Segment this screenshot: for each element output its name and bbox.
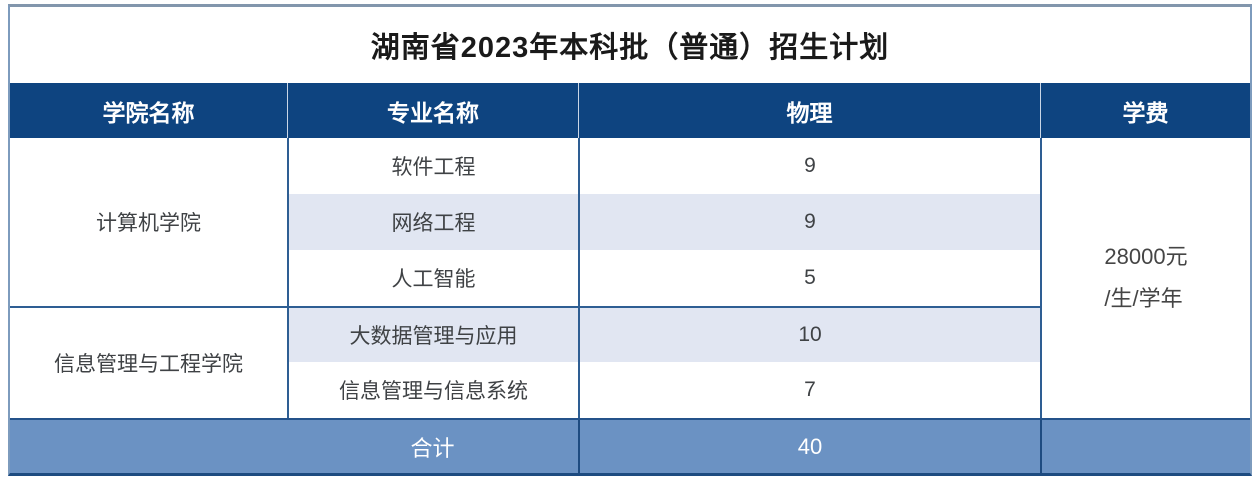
- total-label-cell: 合计: [10, 420, 578, 473]
- college-cell-info-mgmt: 信息管理与工程学院: [10, 306, 287, 418]
- column-header-physics: 物理: [578, 83, 1040, 138]
- tuition-line-2: /生/学年: [1104, 286, 1183, 311]
- physics-count-software-eng: 9: [578, 138, 1040, 194]
- college-cell-computer: 计算机学院: [10, 138, 287, 306]
- tuition-line-1: 28000元: [1104, 244, 1188, 269]
- table-body: 计算机学院 信息管理与工程学院 软件工程 网络工程 人工智能 大数据管理与应用 …: [10, 138, 1250, 418]
- table-header-row: 学院名称 专业名称 物理 学费: [10, 83, 1250, 138]
- major-cell-software-eng: 软件工程: [287, 138, 578, 194]
- total-physics-count: 40: [578, 420, 1040, 473]
- enrollment-plan-table: 湖南省2023年本科批（普通）招生计划 学院名称 专业名称 物理 学费 计算机学…: [8, 4, 1252, 476]
- major-cell-ai: 人工智能: [287, 250, 578, 306]
- major-cell-info-systems: 信息管理与信息系统: [287, 362, 578, 418]
- column-header-major: 专业名称: [287, 83, 578, 138]
- physics-count-ai: 5: [578, 250, 1040, 306]
- column-header-college: 学院名称: [102, 99, 195, 126]
- table-footer-row: 合计 40: [10, 418, 1250, 473]
- physics-count-big-data: 10: [578, 306, 1040, 362]
- total-label: 合计: [410, 435, 455, 461]
- total-tuition-empty-cell: [1040, 420, 1250, 473]
- table-title: 湖南省2023年本科批（普通）招生计划: [10, 7, 1250, 83]
- tuition-cell: 28000元 /生/学年: [1040, 138, 1250, 418]
- column-header-tuition: 学费: [1040, 83, 1250, 138]
- major-cell-big-data: 大数据管理与应用: [287, 306, 578, 362]
- major-cell-network-eng: 网络工程: [287, 194, 578, 250]
- physics-count-network-eng: 9: [578, 194, 1040, 250]
- tuition-text: 28000元 /生/学年: [1104, 236, 1187, 320]
- physics-count-info-systems: 7: [578, 362, 1040, 418]
